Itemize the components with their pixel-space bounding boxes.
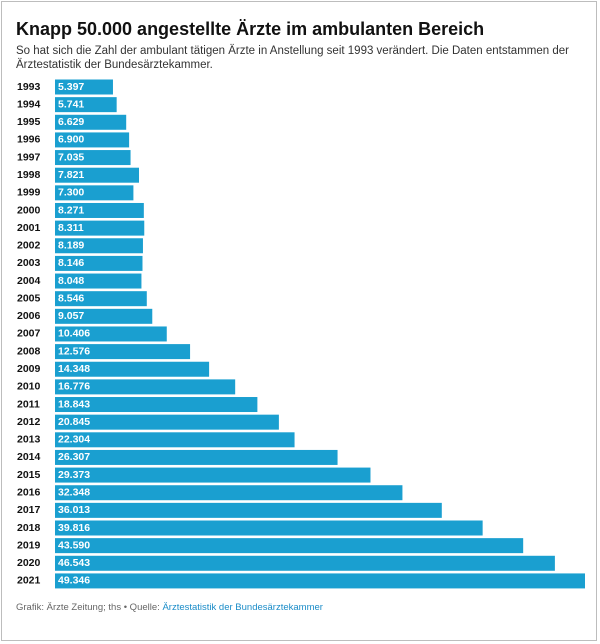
bar-value-label: 8.146 (58, 257, 84, 269)
category-label: 2014 (17, 451, 41, 463)
category-label: 1996 (17, 134, 41, 146)
bar (55, 97, 117, 113)
bar (55, 361, 210, 377)
footer-separator: • Quelle: (121, 602, 163, 613)
source-link[interactable]: Ärztestatistik der Bundesärztekammer (162, 602, 323, 613)
bar-value-label: 16.776 (58, 381, 90, 393)
bar-value-label: 8.311 (58, 222, 84, 234)
bar-value-label: 12.576 (58, 345, 90, 357)
category-label: 1998 (17, 169, 41, 181)
bar (55, 344, 191, 360)
bar-value-label: 36.013 (58, 504, 90, 516)
bar-value-label: 32.348 (58, 487, 90, 499)
bar (55, 202, 144, 218)
bar (55, 167, 140, 183)
bar (55, 573, 585, 589)
category-label: 2018 (17, 522, 41, 534)
bar (55, 502, 442, 518)
bar (55, 520, 483, 536)
bar-value-label: 26.307 (58, 451, 90, 463)
bar-value-label: 8.048 (58, 275, 84, 287)
category-label: 2021 (17, 575, 41, 587)
bar (55, 414, 279, 430)
category-label: 2004 (17, 275, 41, 287)
bar-value-label: 22.304 (58, 434, 90, 446)
category-label: 1993 (17, 81, 41, 93)
bar (55, 79, 113, 95)
category-label: 2001 (17, 222, 41, 234)
bar (55, 185, 134, 201)
bar-value-label: 18.843 (58, 398, 90, 410)
bar-value-label: 8.271 (58, 204, 84, 216)
bar-value-label: 8.546 (58, 292, 84, 304)
bar-value-label: 49.346 (58, 575, 90, 587)
bar (55, 255, 143, 271)
category-label: 2008 (17, 345, 41, 357)
bar-value-label: 5.397 (58, 81, 84, 93)
chart-footer: Grafik: Ärzte Zeitung; ths • Quelle: Ärz… (16, 602, 323, 613)
category-label: 2002 (17, 240, 41, 252)
category-label: 2006 (17, 310, 41, 322)
category-label: 1995 (17, 116, 41, 128)
bar (55, 291, 147, 307)
bar (55, 485, 403, 501)
footer-credit: Grafik: Ärzte Zeitung; ths (16, 602, 122, 613)
category-label: 2000 (17, 204, 41, 216)
bar-value-label: 6.629 (58, 116, 84, 128)
category-label: 2011 (17, 398, 40, 410)
category-label: 2003 (17, 257, 41, 269)
bar-value-label: 5.741 (58, 98, 84, 110)
chart-title: Knapp 50.000 angestellte Ärzte im ambula… (16, 19, 485, 39)
bar (55, 114, 127, 130)
bar (55, 308, 153, 324)
category-label: 2020 (17, 557, 41, 569)
bar (55, 467, 371, 483)
bar (55, 555, 555, 571)
bar (55, 397, 258, 413)
bar-value-label: 7.035 (58, 151, 84, 163)
bar (55, 449, 338, 465)
bar-value-label: 10.406 (58, 328, 90, 340)
category-label: 2012 (17, 416, 41, 428)
bar-value-label: 9.057 (58, 310, 84, 322)
bar-value-label: 29.373 (58, 469, 90, 481)
category-label: 2007 (17, 328, 41, 340)
category-label: 2016 (17, 487, 41, 499)
chart-subtitle: So hat sich die Zahl der ambulant tätige… (16, 45, 569, 71)
bar-value-label: 7.300 (58, 187, 84, 199)
bar-value-label: 46.543 (58, 557, 90, 569)
bar-value-label: 43.590 (58, 539, 90, 551)
bar (55, 432, 295, 448)
category-label: 2017 (17, 504, 41, 516)
category-label: 2013 (17, 434, 41, 446)
category-label: 1999 (17, 187, 41, 199)
bar (55, 150, 131, 166)
bar-value-label: 7.821 (58, 169, 84, 181)
bar (55, 379, 236, 395)
bar-value-label: 6.900 (58, 134, 84, 146)
category-label: 2005 (17, 292, 41, 304)
category-label: 2019 (17, 539, 41, 551)
category-label: 2010 (17, 381, 41, 393)
bar-value-label: 8.189 (58, 240, 84, 252)
bar (55, 538, 524, 554)
bar (55, 273, 142, 289)
bar (55, 326, 167, 342)
bar (55, 220, 145, 236)
category-label: 1997 (17, 151, 41, 163)
bar-value-label: 14.348 (58, 363, 90, 375)
bar (55, 238, 143, 254)
bar-value-label: 20.845 (58, 416, 90, 428)
bar (55, 132, 130, 148)
category-label: 2015 (17, 469, 41, 481)
bar-value-label: 39.816 (58, 522, 90, 534)
category-label: 1994 (17, 98, 41, 110)
category-label: 2009 (17, 363, 41, 375)
